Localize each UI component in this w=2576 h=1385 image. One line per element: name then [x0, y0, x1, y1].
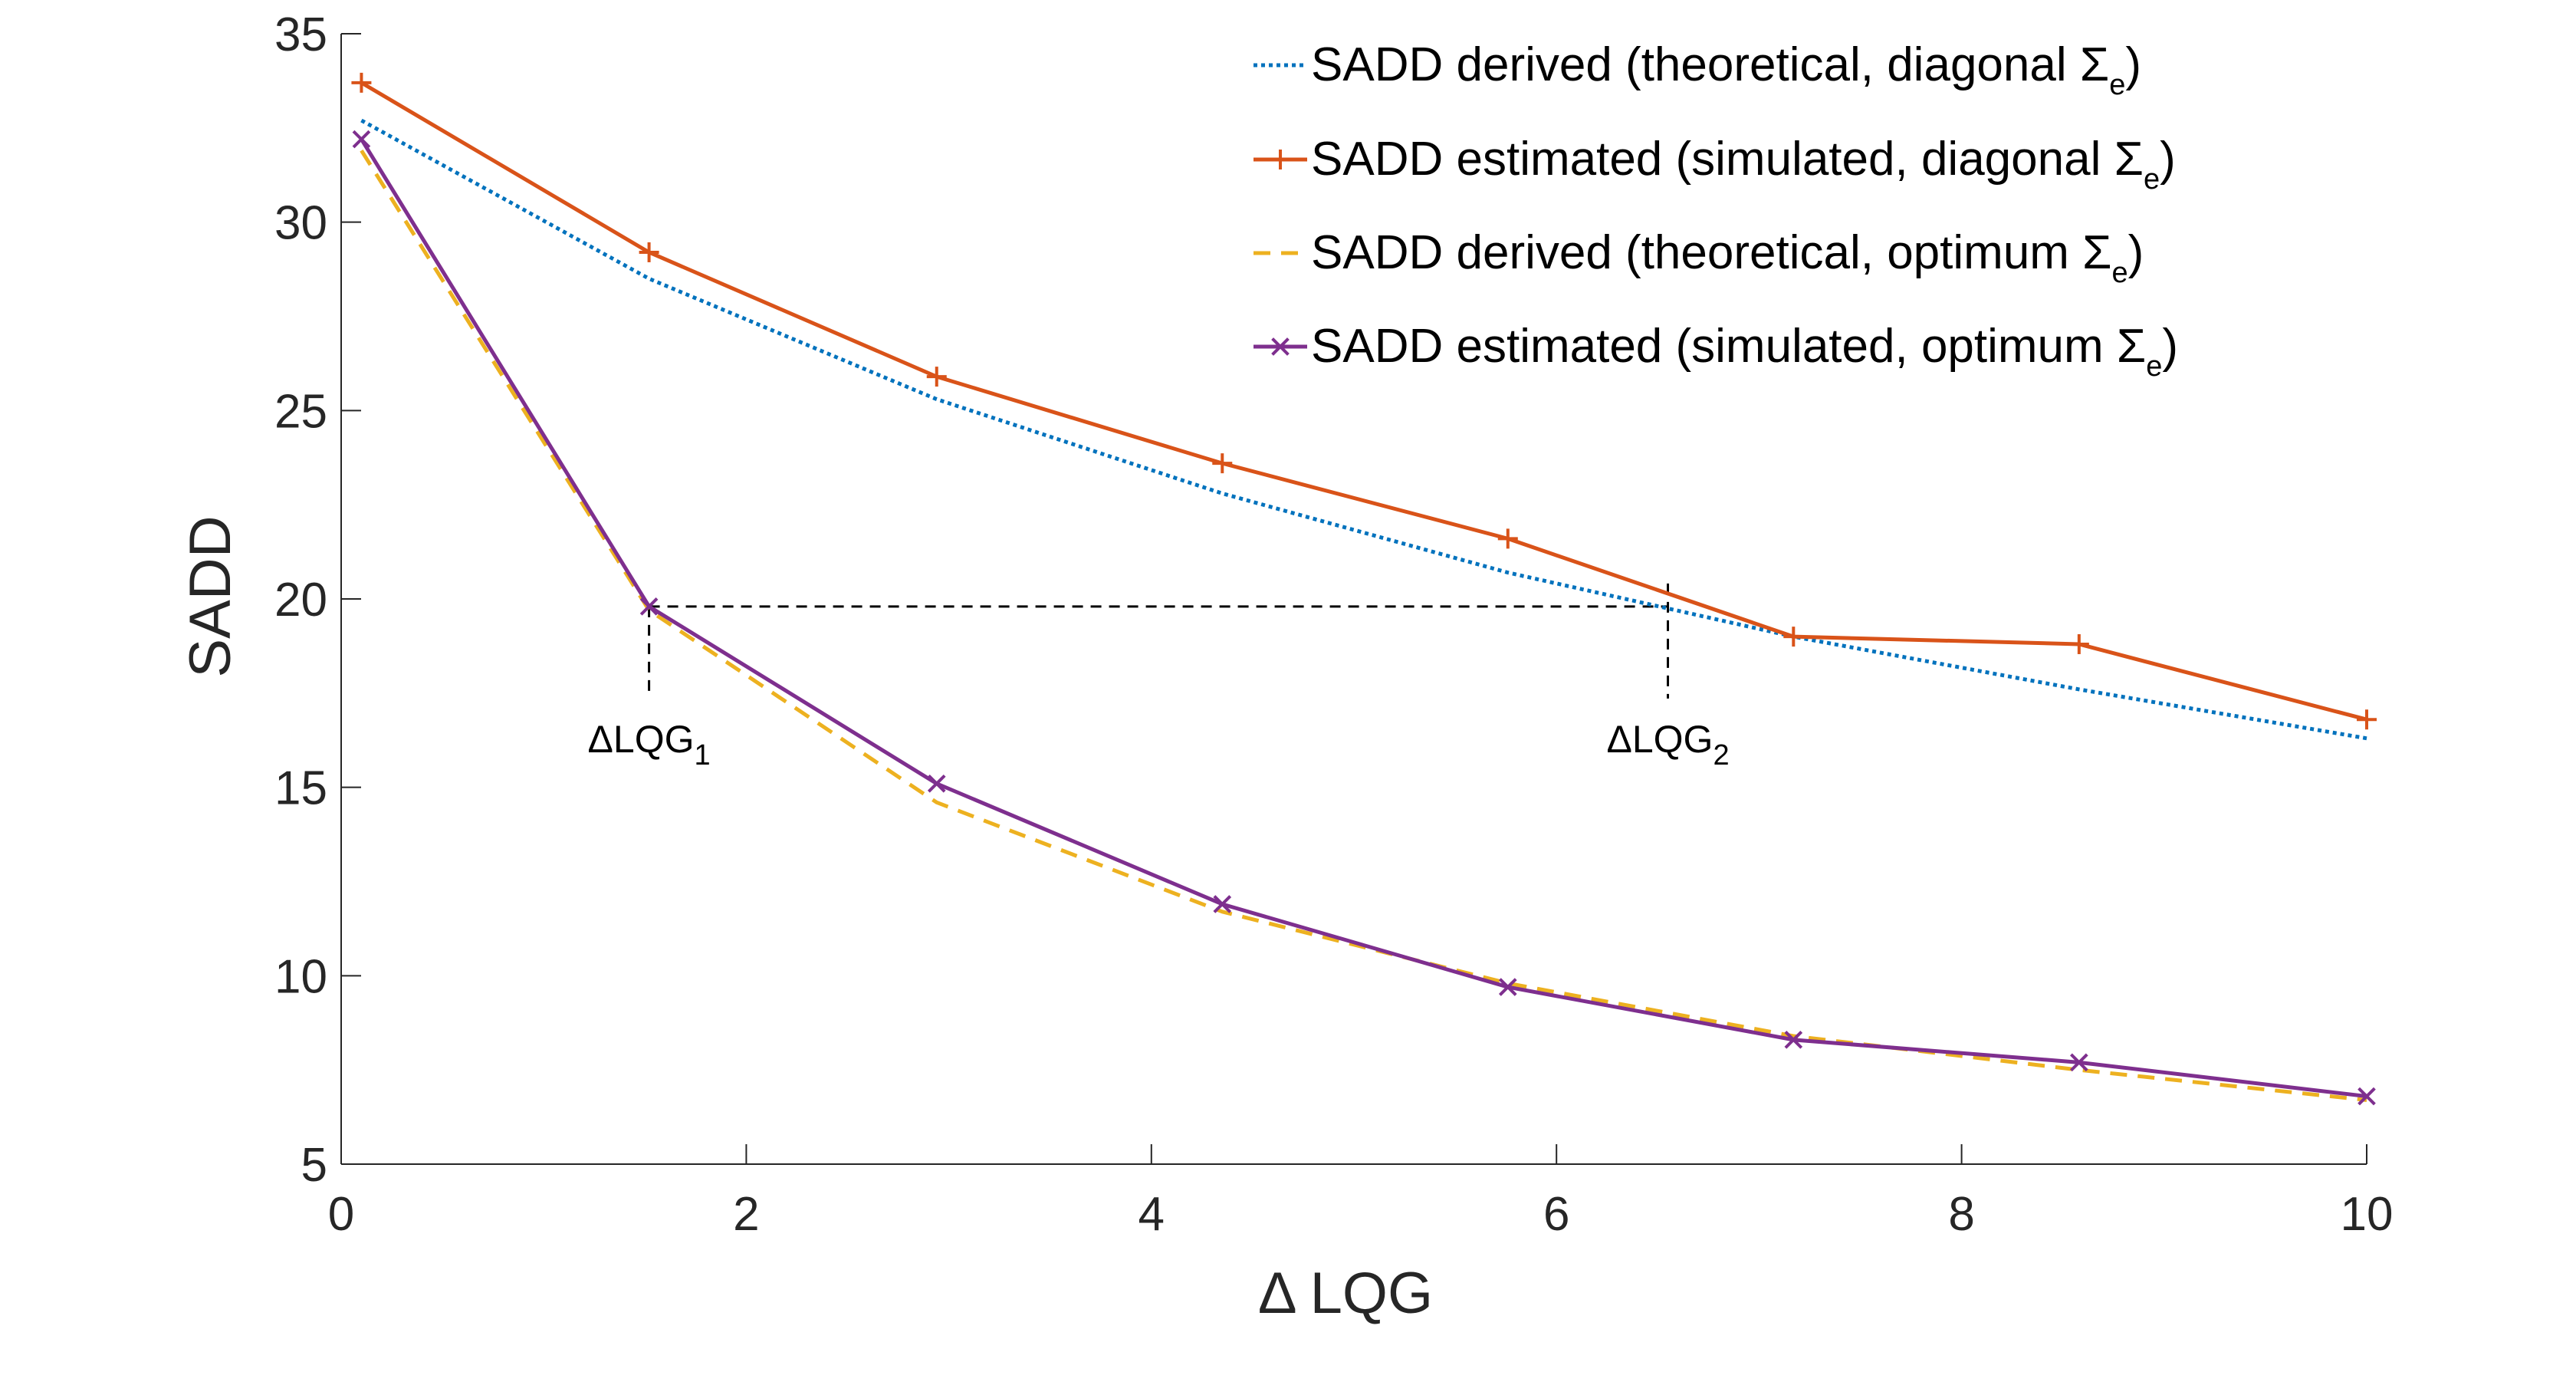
series-line-4: [360, 138, 2367, 1099]
x-tick-label: 10: [2341, 1188, 2394, 1241]
legend-sub: e: [2109, 69, 2125, 101]
data-point: [1784, 1031, 1803, 1049]
data-point: [2070, 1053, 2088, 1072]
legend-item-4: SADD estimated (simulated, optimum Σe): [1254, 320, 2178, 383]
marker-d2: [1271, 337, 1290, 356]
legend-close: ): [2160, 133, 2176, 186]
marker-d2: [1498, 978, 1517, 996]
legend-close: ): [2162, 320, 2178, 373]
x-tick-label: 6: [1543, 1188, 1569, 1241]
y-tick-label: 25: [274, 385, 327, 438]
x-tick-label: 0: [328, 1188, 354, 1241]
data-point: [1783, 627, 1804, 647]
legend-item-1: SADD derived (theoretical, diagonal Σe): [1254, 38, 2141, 101]
axes: 0 2 4 6 8 10 5 10 15 20 25 30 35: [274, 8, 2393, 1241]
series-1: [360, 118, 2367, 741]
series-line-1: [360, 118, 2367, 741]
annotation-subscript: 2: [1713, 739, 1729, 771]
annotation-label-1: ΔLQG1: [588, 718, 711, 771]
series-line-3: [360, 149, 2367, 1102]
legend-label: SADD derived (theoretical, optimum Σe): [1311, 226, 2144, 289]
annotations: ΔLQG1 ΔLQG2: [588, 583, 1730, 771]
y-tick-label: 35: [274, 8, 327, 61]
data-point: [1497, 528, 1518, 549]
legend-sub: e: [2146, 350, 2162, 383]
legend-label: SADD estimated (simulated, diagonal Σe): [1311, 133, 2176, 196]
legend-marker: [1270, 150, 1290, 169]
series-4: [352, 130, 2376, 1106]
legend-label: SADD estimated (simulated, optimum Σe): [1311, 320, 2178, 383]
marker-d2: [1784, 1031, 1803, 1049]
y-tick-label: 10: [274, 950, 327, 1003]
y-tick-label: 30: [274, 197, 327, 250]
legend-item-2: SADD estimated (simulated, diagonal Σe): [1254, 133, 2176, 196]
legend-name: SADD estimated (simulated, diagonal Σ: [1311, 133, 2144, 186]
data-point: [2358, 1087, 2376, 1106]
y-axis-title: SADD: [178, 515, 243, 677]
data-point: [1212, 453, 1233, 474]
x-tick-label: 8: [1948, 1188, 1974, 1241]
data-point: [2068, 633, 2089, 654]
annotation-label-2: ΔLQG2: [1606, 718, 1729, 771]
marker-d2: [352, 130, 371, 149]
legend-label: SADD derived (theoretical, diagonal Σe): [1311, 38, 2141, 101]
legend-close: ): [2128, 226, 2144, 279]
legend-item-3: SADD derived (theoretical, optimum Σe): [1254, 226, 2144, 289]
data-point: [639, 242, 659, 262]
marker-d2: [2358, 1087, 2376, 1106]
data-point: [1498, 978, 1517, 996]
y-tick-label: 20: [274, 574, 327, 627]
series-3: [360, 149, 2367, 1102]
annotation-subscript: 1: [695, 739, 711, 771]
x-axis-title: Δ LQG: [1258, 1261, 1433, 1326]
series-line-2: [360, 81, 2367, 722]
legend: SADD derived (theoretical, diagonal Σe)S…: [1254, 38, 2178, 383]
y-tick-label: 5: [301, 1139, 327, 1192]
legend-name: SADD estimated (simulated, optimum Σ: [1311, 320, 2146, 373]
data-point: [351, 72, 372, 93]
marker-d2: [639, 597, 659, 616]
data-point: [352, 130, 371, 149]
legend-marker: [1271, 337, 1290, 356]
y-tick-label: 15: [274, 762, 327, 815]
annotation-text: ΔLQG: [1606, 718, 1713, 761]
data-point: [2357, 709, 2377, 730]
marker-d2: [2070, 1053, 2088, 1072]
data-point: [639, 597, 659, 616]
marker-d2: [927, 774, 946, 793]
x-tick-label: 4: [1138, 1188, 1165, 1241]
data-point: [1213, 895, 1232, 913]
data-point: [927, 774, 946, 793]
legend-sub: e: [2112, 257, 2128, 289]
series-2: [351, 72, 2377, 730]
annotation-text: ΔLQG: [588, 718, 695, 761]
legend-sub: e: [2144, 163, 2160, 196]
legend-name: SADD derived (theoretical, diagonal Σ: [1311, 38, 2109, 91]
legend-name: SADD derived (theoretical, optimum Σ: [1311, 226, 2112, 279]
marker-d2: [1213, 895, 1232, 913]
x-tick-label: 2: [733, 1188, 759, 1241]
series-layer: [351, 72, 2377, 1106]
data-point: [926, 367, 947, 387]
legend-close: ): [2125, 38, 2141, 91]
